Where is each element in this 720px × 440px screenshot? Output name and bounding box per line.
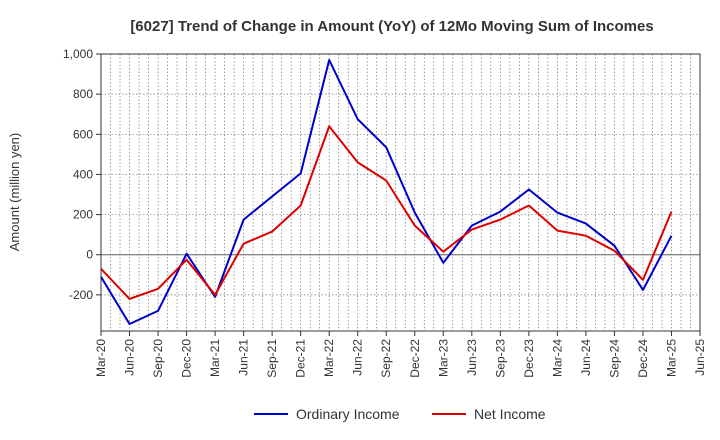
x-tick-label: Jun-20 bbox=[123, 339, 137, 376]
series-line-ordinary-income bbox=[100, 59, 673, 325]
y-tick-label: 0 bbox=[86, 248, 93, 262]
chart-title: [6027] Trend of Change in Amount (YoY) o… bbox=[130, 18, 653, 35]
x-tick-label: Jun-21 bbox=[237, 339, 251, 376]
x-tick-label: Jun-25 bbox=[693, 339, 707, 376]
legend-label: Net Income bbox=[474, 406, 546, 422]
x-tick-label: Dec-23 bbox=[522, 339, 536, 378]
y-tick-label: 800 bbox=[73, 87, 93, 101]
x-tick-label: Sep-22 bbox=[379, 339, 393, 378]
legend-label: Ordinary Income bbox=[296, 406, 400, 422]
x-tick-label: Sep-24 bbox=[607, 339, 621, 378]
y-tick-label: -200 bbox=[69, 288, 93, 302]
x-tick-label: Dec-22 bbox=[408, 339, 422, 378]
x-tick-label: Mar-23 bbox=[436, 339, 450, 377]
y-tick-label: 600 bbox=[73, 127, 93, 141]
y-axis-ticks: -200 0 200 400 600 800 1,000 bbox=[63, 47, 101, 302]
x-tick-label: Mar-24 bbox=[550, 339, 564, 377]
x-tick-label: Dec-24 bbox=[636, 339, 650, 378]
y-tick-label: 200 bbox=[73, 208, 93, 222]
grid-lines bbox=[100, 53, 701, 331]
x-axis-ticks: Mar-20 Jun-20 Sep-20 Dec-20 Mar-21 Jun-21 Sep-… bbox=[94, 331, 707, 378]
x-tick-label: Mar-25 bbox=[664, 339, 678, 377]
x-tick-label: Mar-21 bbox=[208, 339, 222, 377]
x-tick-label: Dec-20 bbox=[180, 339, 194, 378]
x-tick-label: Jun-23 bbox=[465, 339, 479, 376]
y-tick-label: 1,000 bbox=[63, 47, 93, 61]
y-tick-label: 400 bbox=[73, 167, 93, 181]
x-tick-label: Sep-20 bbox=[151, 339, 165, 378]
x-tick-label: Sep-21 bbox=[265, 339, 279, 378]
x-tick-label: Sep-23 bbox=[493, 339, 507, 378]
x-tick-label: Jun-24 bbox=[579, 339, 593, 376]
series-lines bbox=[100, 59, 673, 325]
x-tick-label: Jun-22 bbox=[351, 339, 365, 376]
x-tick-label: Mar-20 bbox=[94, 339, 108, 377]
plot-frame bbox=[100, 53, 701, 332]
legend: Ordinary Income Net Income bbox=[254, 406, 546, 422]
x-tick-label: Mar-22 bbox=[322, 339, 336, 377]
y-axis-label: Amount (million yen) bbox=[7, 133, 22, 252]
x-tick-label: Dec-21 bbox=[294, 339, 308, 378]
series-line-net-income bbox=[100, 125, 673, 300]
